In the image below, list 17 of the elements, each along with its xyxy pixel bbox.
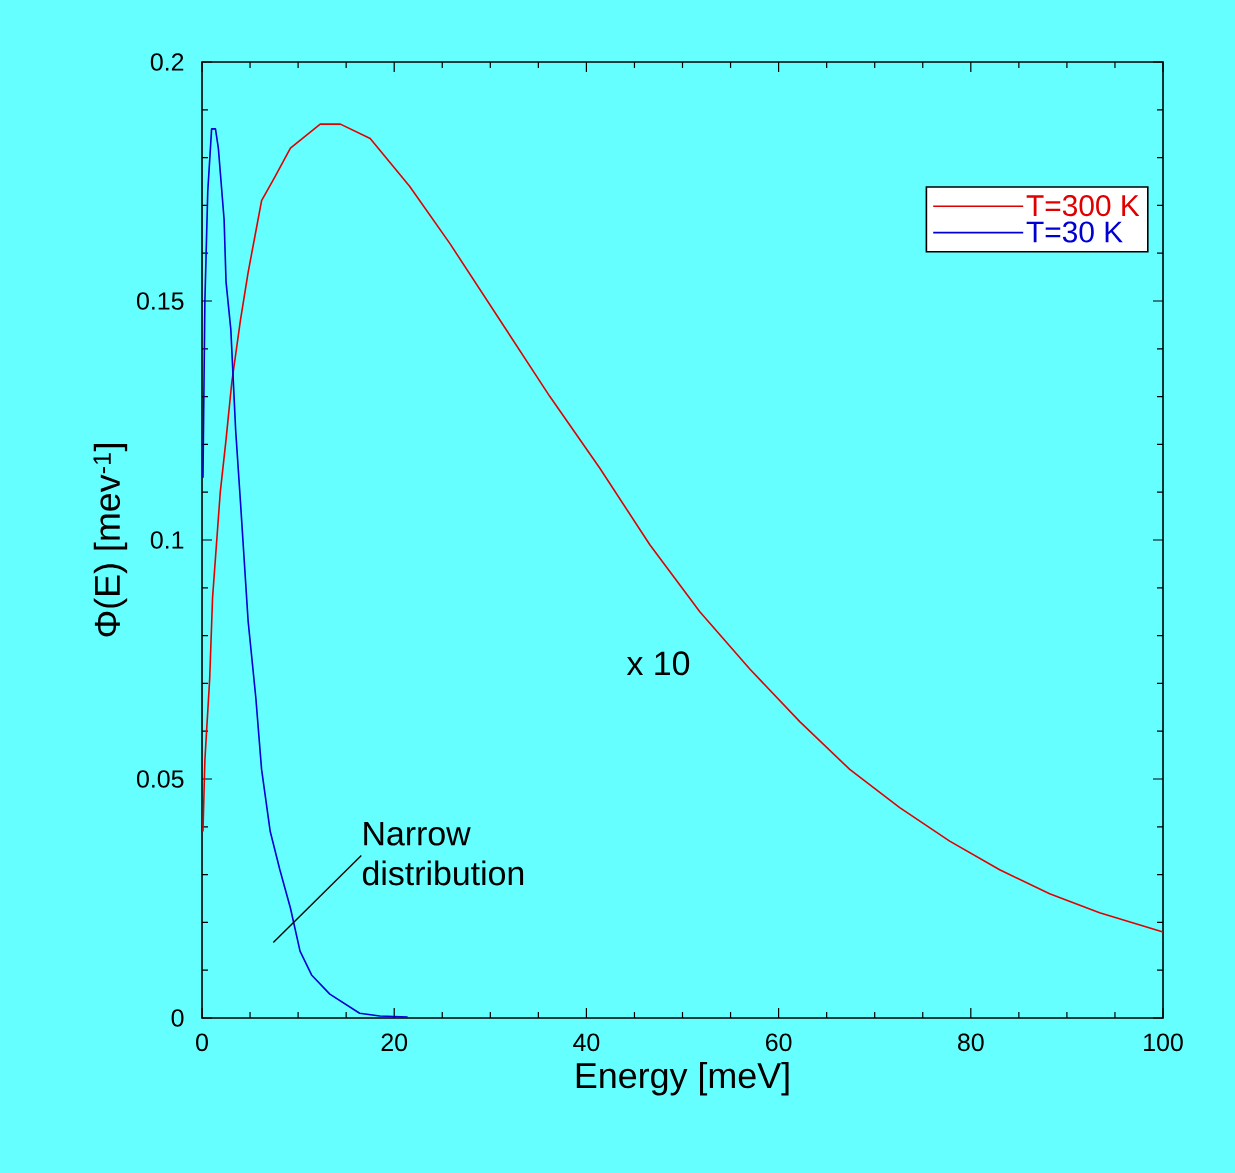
y-tick-label: 0.2 (150, 53, 184, 71)
x-tick-label: 80 (958, 1033, 984, 1052)
x-axis-title: Energy [meV] (576, 1061, 789, 1096)
x-tick-label: 60 (766, 1033, 792, 1052)
x-tick-label: 0 (196, 1033, 208, 1052)
y-tick-label: 0.1 (150, 531, 184, 549)
y-tick-label: 0.05 (136, 770, 184, 788)
legend-label: T=30 K (1026, 221, 1123, 243)
x-tick-label: 100 (1144, 1033, 1183, 1052)
x-tick-label: 40 (573, 1033, 600, 1052)
annotation: Narrow distribution (362, 821, 524, 886)
y-tick-label: 0 (171, 1009, 184, 1027)
y-tick-label: 0.15 (136, 292, 184, 310)
annotation: x 10 (626, 651, 690, 676)
y-axis-title: Φ(E) [mev$^{-1}$] (93, 444, 128, 637)
legend-label: T=300 K (1026, 195, 1140, 217)
x-tick-label: 20 (381, 1033, 408, 1052)
